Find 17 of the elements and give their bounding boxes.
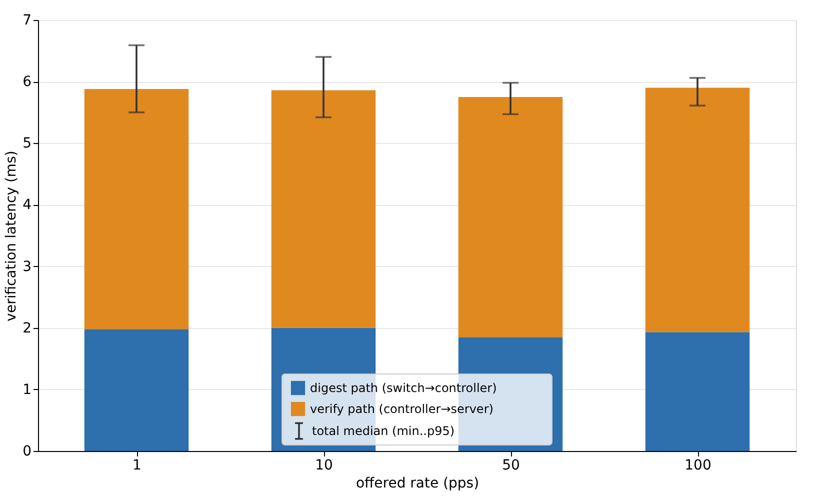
y-tick-label: 4 (22, 197, 32, 214)
annotation: total median (min..p95) (312, 424, 455, 438)
y-tick-label: 7 (22, 12, 32, 28)
y-tick-label: 0 (22, 444, 32, 460)
y-tick-label: 1 (22, 382, 32, 398)
x-tick-label: 10 (315, 458, 333, 474)
legend-label: verify path (controller→server) (310, 402, 494, 416)
legend-label: digest path (switch→controller) (310, 381, 497, 395)
y-tick-label: 5 (22, 136, 32, 152)
x-tick-label: 1 (132, 458, 142, 474)
x-tick-label: 50 (502, 458, 520, 474)
y-tick-label: 3 (22, 258, 32, 275)
x-axis-title: offered rate (pps) (356, 476, 480, 492)
y-tick-label: 2 (22, 320, 32, 336)
y-axis-title: verification latency (ms) (4, 150, 20, 322)
x-tick-label: 100 (684, 458, 712, 474)
y-tick-label: 6 (22, 74, 32, 90)
